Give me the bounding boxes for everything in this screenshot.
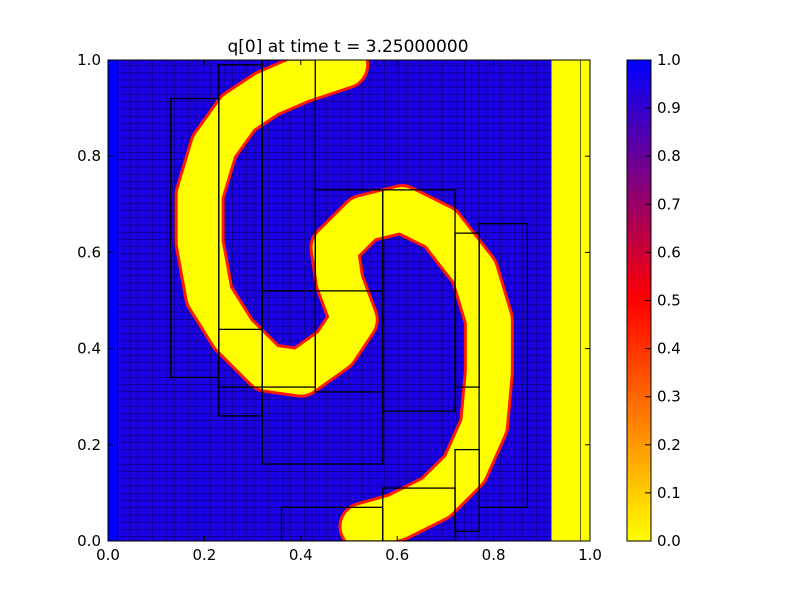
amr-patch [478,222,528,508]
y-tick-label: 0.2 [77,436,101,454]
colorbar-tick-label: 0.5 [657,292,681,310]
x-tick-label: 0.2 [192,546,216,564]
plot-frame [107,59,591,542]
x-tick-label: 0.4 [289,546,313,564]
y-tick-label: 0.6 [77,243,101,261]
y-tick-label: 0.4 [77,340,101,358]
colorbar-tick-label: 0.8 [657,147,681,165]
x-tick-label: 0.8 [482,546,506,564]
spiral-layer [108,60,590,541]
x-tick-label: 0.6 [385,546,409,564]
spiral-band [177,60,511,541]
colorbar-tick-label: 0.2 [657,436,681,454]
colorbar: 0.0 0.1 0.2 0.3 0.4 0.5 0.6 0.7 0.8 0.9 1.0 [626,51,681,550]
right-edge-strip [580,60,590,541]
colorbar-tick-label: 0.4 [657,340,681,358]
colorbar-tick-label: 0.9 [657,99,681,117]
x-tick-label: 1.0 [578,546,602,564]
colorbar-tick-label: 0.3 [657,388,681,406]
left-edge-strip [108,60,118,541]
colorbar-tick-label: 1.0 [657,51,681,69]
y-tick-label: 0.8 [77,147,101,165]
amr-patch-layer [170,60,528,541]
colorbar-tick-label: 0.0 [657,532,681,550]
colorbar-tick-label: 0.1 [657,484,681,502]
amr-patch [454,448,480,533]
colorbar-tick-label: 0.6 [657,243,681,261]
x-axis: 0.0 0.2 0.4 0.6 0.8 1.0 [96,60,602,564]
chart-title: q[0] at time t = 3.25000000 [227,37,468,57]
y-tick-label: 1.0 [77,51,101,69]
amr-patch [218,328,263,417]
colorbar-ticks: 0.0 0.1 0.2 0.3 0.4 0.5 0.6 0.7 0.8 0.9 1.0 [645,51,681,550]
x-tick-label: 0.0 [96,546,120,564]
y-tick-label: 0.0 [77,532,101,550]
plot-area [108,60,590,541]
y-axis: 0.0 0.2 0.4 0.6 0.8 1.0 [77,51,590,550]
colorbar-tick-label: 0.7 [657,195,681,213]
